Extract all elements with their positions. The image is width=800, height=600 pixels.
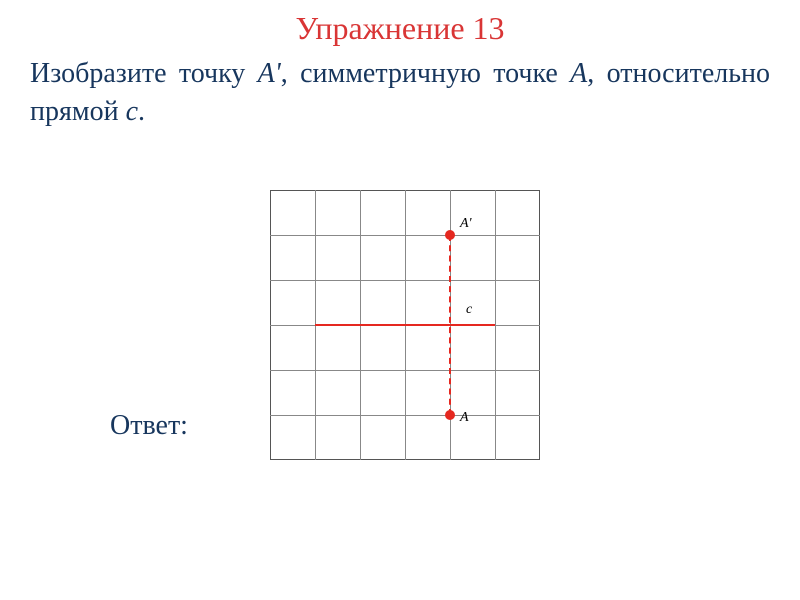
grid-hline: [270, 415, 540, 416]
title-text: Упражнение 13: [295, 10, 504, 46]
grid-hline: [270, 370, 540, 371]
task-description: Изобразите точку A', симметричную точке …: [0, 47, 800, 131]
task-part1: Изобразите точку: [30, 58, 258, 89]
diagram-container: c A' A: [270, 190, 540, 460]
answer-text: Ответ:: [110, 410, 188, 441]
task-part2: , симметричную точке: [281, 58, 570, 89]
grid-hline: [270, 235, 540, 236]
task-line-c: c: [126, 96, 138, 127]
label-c: c: [466, 302, 472, 318]
point-a-prime: [445, 230, 455, 240]
coordinate-grid: c A' A: [270, 190, 540, 460]
grid-hline: [270, 280, 540, 281]
task-point-a1: A': [258, 58, 281, 89]
task-part4: .: [138, 96, 145, 127]
task-point-a: A: [570, 58, 587, 89]
answer-label: Ответ:: [110, 410, 188, 442]
point-a-prime-label: A': [460, 216, 472, 232]
dashed-line: [449, 235, 451, 415]
exercise-title: Упражнение 13: [0, 0, 800, 47]
line-c: [315, 324, 495, 326]
point-a-label: A: [460, 410, 469, 426]
point-a: [445, 410, 455, 420]
